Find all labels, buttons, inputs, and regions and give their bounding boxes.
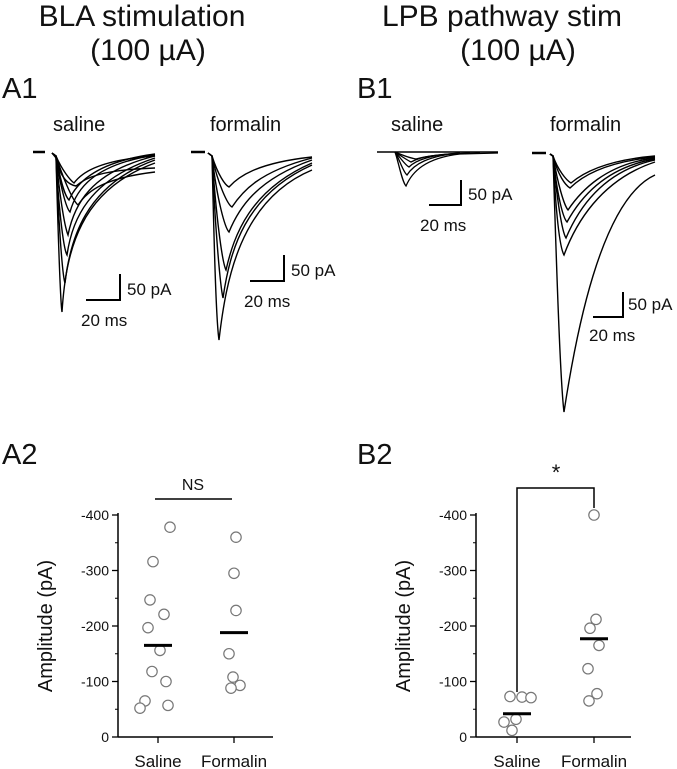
x-tick-label: Formalin <box>561 752 627 769</box>
y-tick-label: -400 <box>81 507 109 523</box>
significance-bracket <box>516 487 595 692</box>
panel-label-a1: A1 <box>2 73 37 105</box>
data-point <box>504 690 516 703</box>
data-point <box>583 695 595 707</box>
a1-formalin-scalebar-current: 50 pA <box>291 261 336 280</box>
data-point <box>225 682 237 694</box>
b1-saline-scalebar-current: 50 pA <box>468 185 513 204</box>
y-axis-label: Amplitude (pA) <box>393 560 415 692</box>
data-point <box>162 699 174 712</box>
a1-formalin-scalebar-time: 20 ms <box>244 292 290 311</box>
data-point <box>230 531 242 543</box>
y-tick-label: -300 <box>439 563 467 579</box>
data-point <box>223 647 235 660</box>
data-point <box>525 691 537 704</box>
panel-b-title-line1: LPB pathway stim <box>382 0 622 33</box>
a1-saline-scalebar-current: 50 pA <box>127 280 172 299</box>
b1-saline-label: saline <box>391 114 443 136</box>
y-tick-label: -100 <box>439 674 467 690</box>
panel-a-title-line2: (100 µA) <box>90 34 206 67</box>
data-point <box>582 662 594 675</box>
data-point <box>144 594 156 606</box>
a1-saline-scalebar-time: 20 ms <box>81 311 127 330</box>
y-tick-label: -200 <box>439 618 467 634</box>
data-point <box>146 665 158 678</box>
x-tick-label: Saline <box>493 752 540 769</box>
data-point <box>584 622 596 635</box>
x-tick-label: Saline <box>134 752 181 769</box>
b1-formalin-scalebar: 50 pA 20 ms <box>589 292 673 345</box>
x-tick-label: Formalin <box>201 752 267 769</box>
data-point <box>158 608 170 621</box>
significance-label: * <box>552 460 561 485</box>
data-point <box>510 713 522 726</box>
a1-saline-scalebar: 50 pA 20 ms <box>81 274 172 330</box>
significance-label: NS <box>182 477 204 494</box>
data-point <box>590 613 602 626</box>
y-tick-label: 0 <box>101 729 109 745</box>
panel-a-title-line1: BLA stimulation <box>39 0 246 33</box>
data-point <box>591 687 603 700</box>
a1-formalin-traces <box>191 150 313 341</box>
panel-b-title-line2: (100 µA) <box>460 34 576 67</box>
panel-label-b2: B2 <box>357 439 392 471</box>
b1-saline-scalebar-time: 20 ms <box>420 216 466 235</box>
b2-amplitude-chart: 0 -100 -200 -300 -400 Amplitude (pA) Saline For… <box>393 460 631 769</box>
data-point <box>160 675 172 688</box>
data-point <box>227 671 239 683</box>
b1-formalin-label: formalin <box>550 114 621 136</box>
data-point <box>506 724 518 737</box>
b1-formalin-traces <box>532 151 656 413</box>
y-tick-label: 0 <box>459 729 467 745</box>
b1-saline-traces <box>377 151 499 188</box>
data-point <box>228 567 240 580</box>
y-tick-label: -400 <box>439 507 467 523</box>
data-point <box>588 509 600 521</box>
b1-formalin-scalebar-time: 20 ms <box>589 326 635 345</box>
panel-label-b1: B1 <box>357 73 392 105</box>
b1-formalin-scalebar-current: 50 pA <box>628 295 673 314</box>
a1-saline-label: saline <box>53 114 105 136</box>
data-point <box>147 555 159 568</box>
a1-formalin-label: formalin <box>210 114 281 136</box>
panel-label-a2: A2 <box>2 439 37 471</box>
y-tick-label: -200 <box>81 618 109 634</box>
data-point <box>498 716 510 728</box>
a1-formalin-scalebar: 50 pA 20 ms <box>244 255 336 311</box>
data-point <box>134 702 146 714</box>
data-point <box>593 639 605 652</box>
y-tick-label: -300 <box>81 563 109 579</box>
y-tick-label: -100 <box>81 674 109 690</box>
b1-saline-scalebar: 50 pA 20 ms <box>420 180 513 235</box>
data-point <box>142 621 154 634</box>
data-point <box>164 521 176 534</box>
data-point <box>230 604 242 617</box>
a2-amplitude-chart: 0 -100 -200 -300 -400 Amplitude (pA) Saline For… <box>35 477 273 769</box>
a1-saline-traces <box>33 150 156 313</box>
y-axis-label: Amplitude (pA) <box>35 560 57 692</box>
